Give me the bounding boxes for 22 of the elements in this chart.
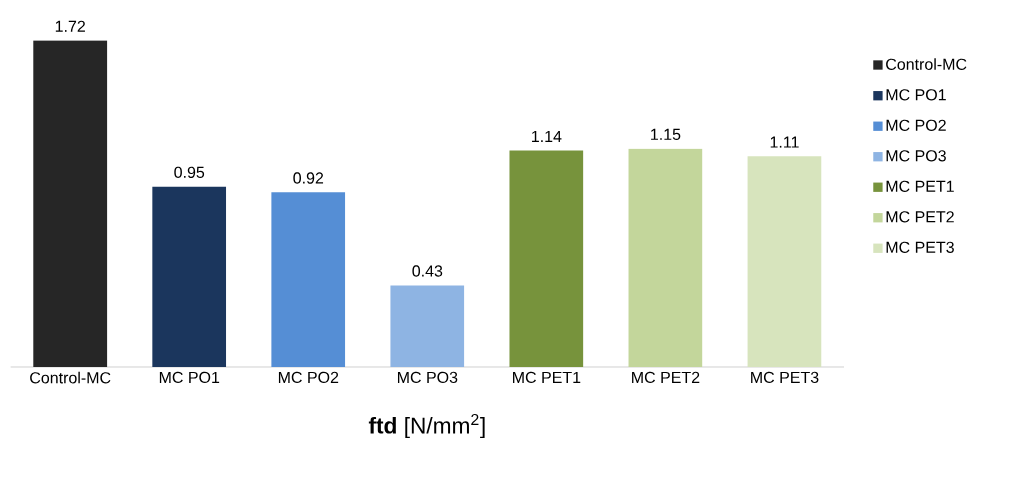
x-tick-label: MC PET2 xyxy=(632,371,700,384)
data-label: 0.92 xyxy=(293,172,324,184)
data-label: 0.43 xyxy=(412,265,443,277)
x-tick-label: MC PO3 xyxy=(397,371,458,384)
legend-label: MC PO2 xyxy=(886,119,946,131)
legend-label: MC PET3 xyxy=(886,241,954,253)
x-tick-label: MC PET1 xyxy=(513,371,581,384)
legend-label: MC PO3 xyxy=(886,150,946,162)
x-tick-label: Control-MC xyxy=(30,371,111,384)
data-label: 1.11 xyxy=(770,136,799,148)
legend-label: Control-MC xyxy=(886,58,967,70)
x-tick-label: MC PET3 xyxy=(751,371,819,384)
data-label: 1.14 xyxy=(532,130,562,142)
data-label: 1.15 xyxy=(651,128,681,140)
x-tick-label: MC PO2 xyxy=(278,371,339,384)
x-axis-title: ftd [N/mm$^{2}$] xyxy=(368,413,485,439)
x-tick-label: MC PO1 xyxy=(159,371,220,384)
data-label: 0.95 xyxy=(174,166,205,178)
data-label: 1.72 xyxy=(55,20,85,32)
legend-label: MC PET2 xyxy=(886,211,954,223)
legend-label: MC PET1 xyxy=(886,180,954,192)
legend-label: MC PO1 xyxy=(886,89,946,101)
